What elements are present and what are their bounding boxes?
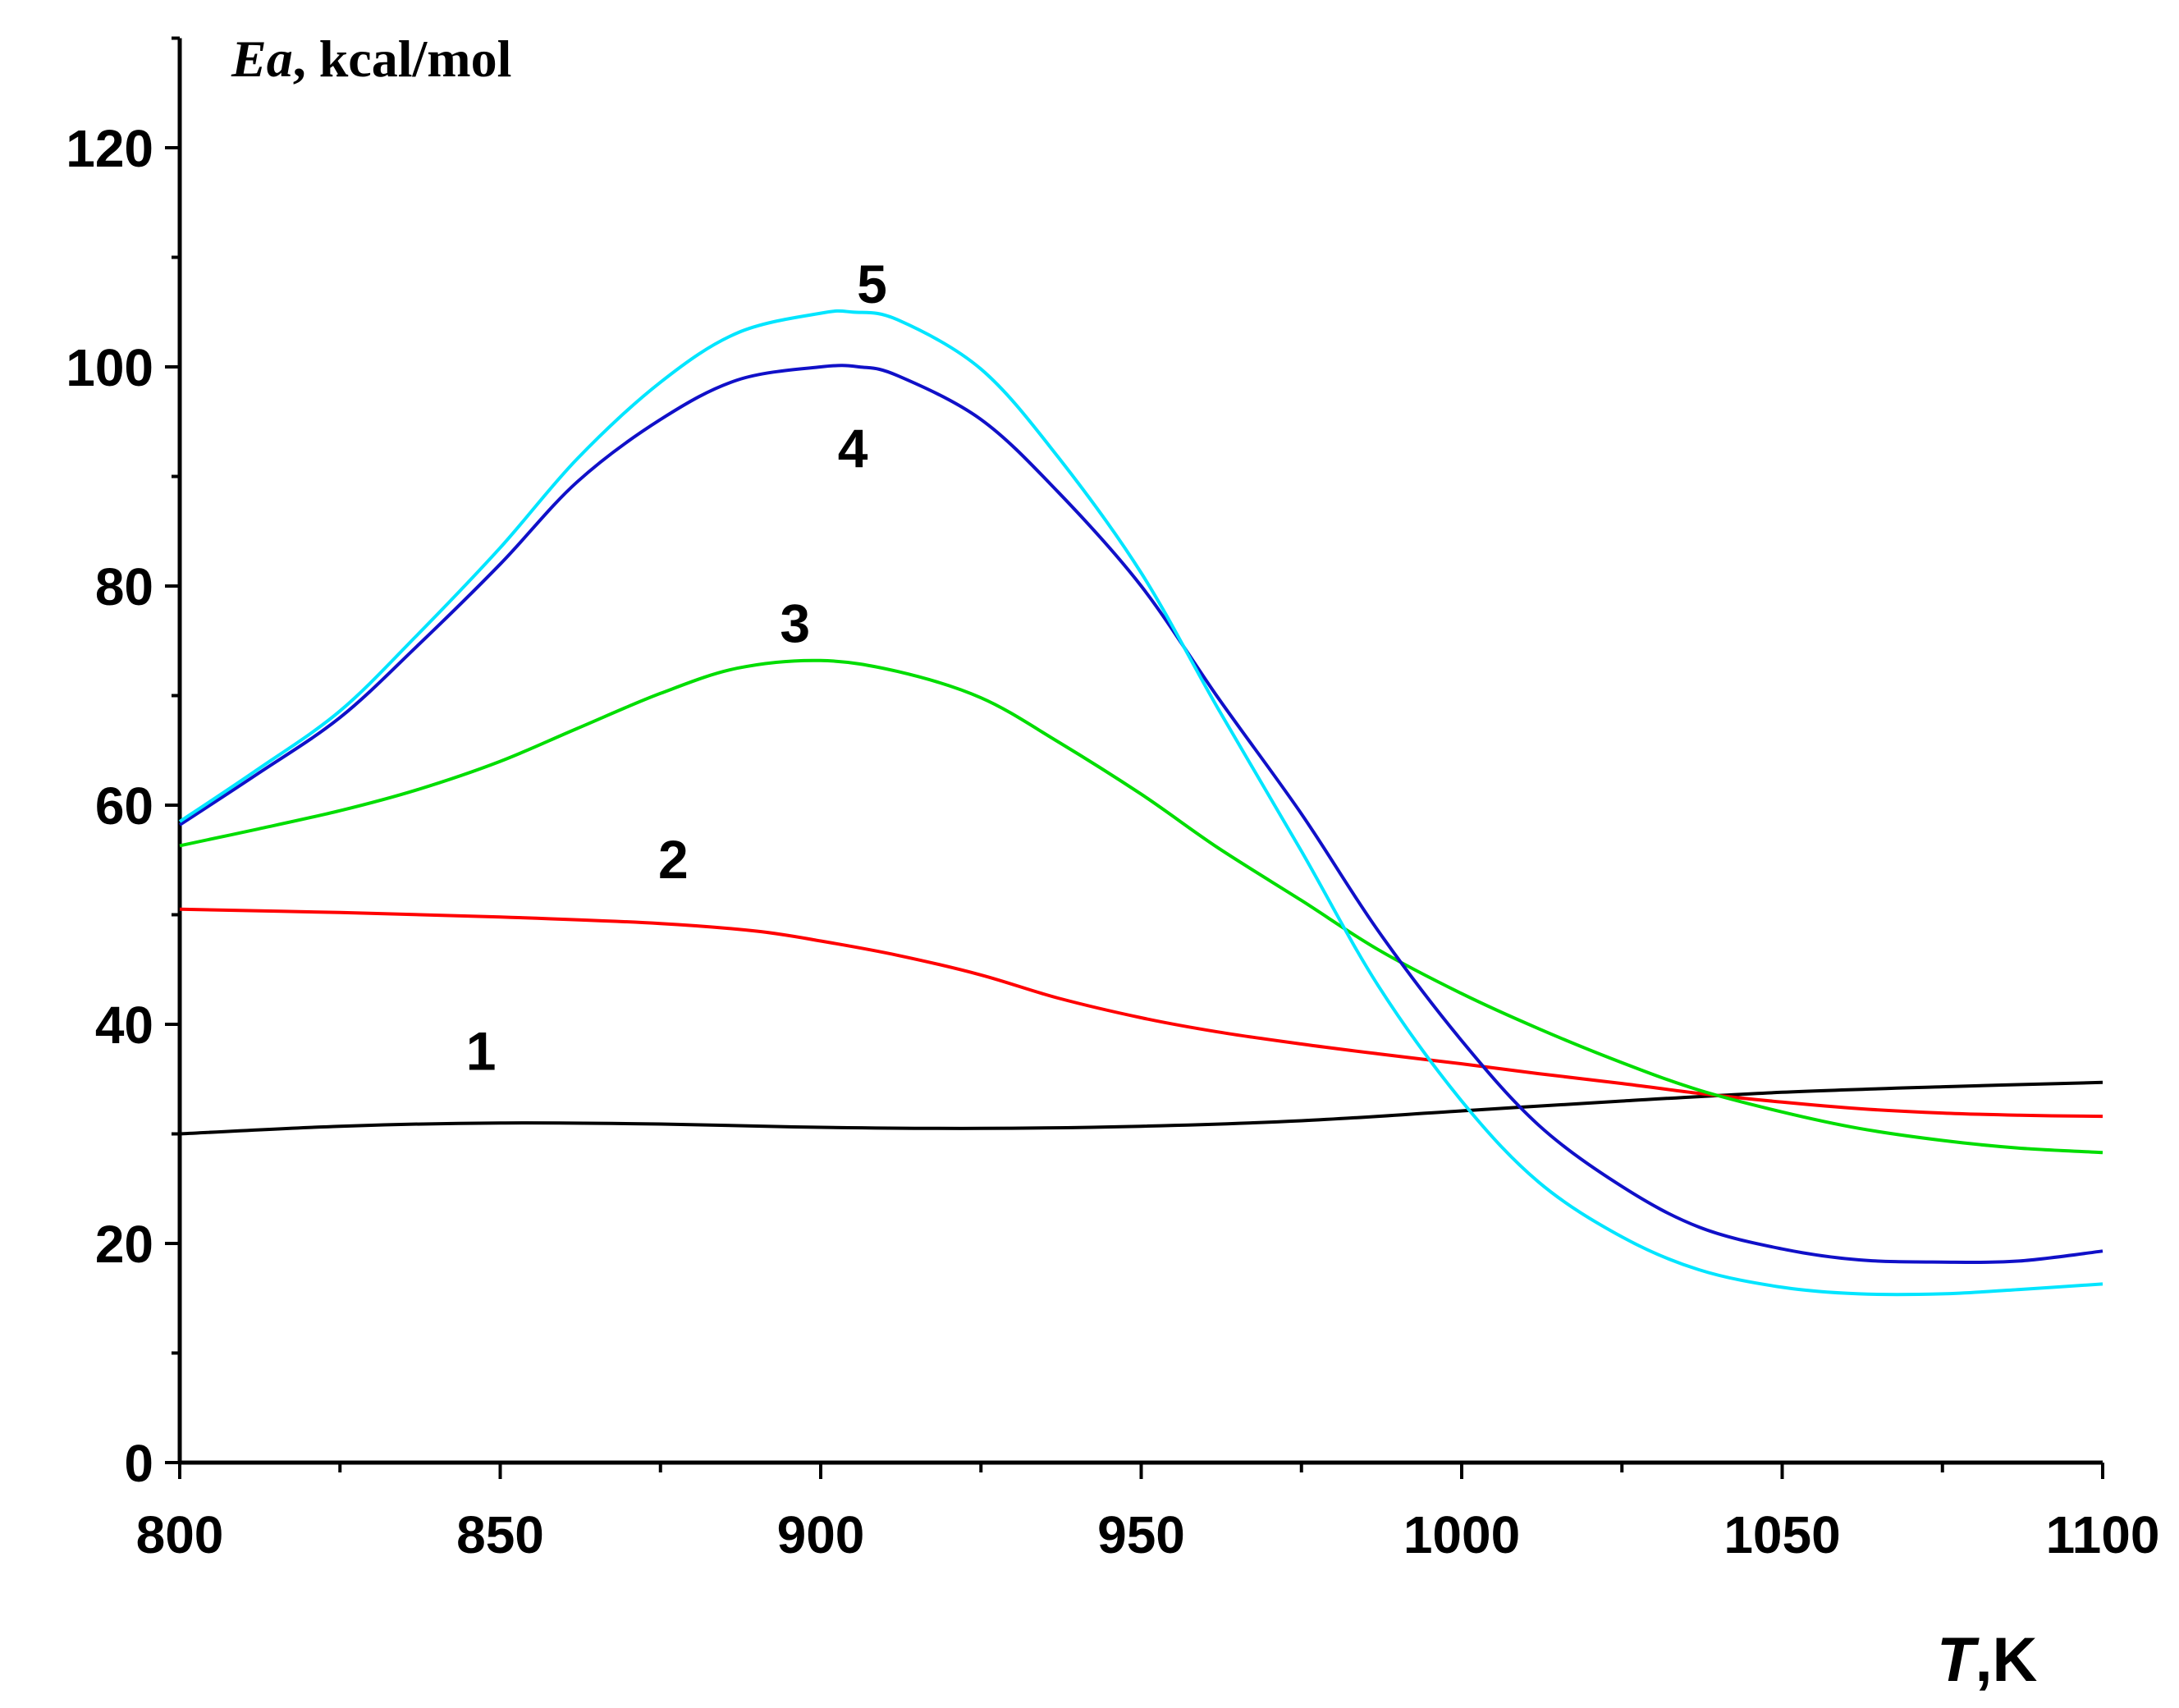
- x-axis-label-symbol: T: [1937, 1625, 1980, 1695]
- x-tick-label: 1000: [1403, 1505, 1520, 1564]
- y-tick-label: 120: [66, 119, 153, 178]
- series-line-4: [178, 364, 2103, 1264]
- y-axis-label-unit: , kcal/mol: [293, 30, 512, 88]
- series-line-5: [178, 309, 2103, 1297]
- series-label-1: 1: [466, 1020, 497, 1081]
- series-lines: [178, 309, 2103, 1297]
- series-labels: 1 2 3 4 5: [466, 254, 887, 1082]
- y-tick-label: 20: [95, 1215, 153, 1274]
- x-axis-label: T,K: [1937, 1625, 2038, 1695]
- series-line-1: [179, 1080, 2103, 1136]
- y-tick-label: 100: [66, 338, 153, 397]
- series-line-3: [179, 658, 2103, 1155]
- series-label-2: 2: [658, 829, 689, 890]
- axes: 0 20 40 60 80 100 120 800 850 900 950 1000 1050 1100: [66, 36, 2160, 1564]
- y-tick-label: 0: [124, 1434, 153, 1493]
- x-tick-label: 800: [136, 1505, 224, 1564]
- series-label-3: 3: [780, 593, 810, 654]
- y-tick-label: 60: [95, 776, 153, 836]
- x-tick-label: 900: [777, 1505, 865, 1564]
- x-tick-label: 1050: [1724, 1505, 1840, 1564]
- series-line-2: [179, 907, 2103, 1119]
- y-axis-label: Ea, kcal/mol: [231, 30, 511, 88]
- y-axis-label-symbol: Ea: [231, 30, 293, 88]
- x-tick-label: 950: [1097, 1505, 1185, 1564]
- series-label-4: 4: [838, 418, 868, 479]
- x-tick-label: 1100: [2046, 1505, 2160, 1564]
- y-tick-label: 80: [95, 557, 153, 616]
- y-tick-label: 40: [95, 996, 153, 1055]
- x-tick-label: 850: [456, 1505, 544, 1564]
- x-axis-label-unit: ,K: [1975, 1625, 2037, 1695]
- series-label-5: 5: [857, 254, 887, 314]
